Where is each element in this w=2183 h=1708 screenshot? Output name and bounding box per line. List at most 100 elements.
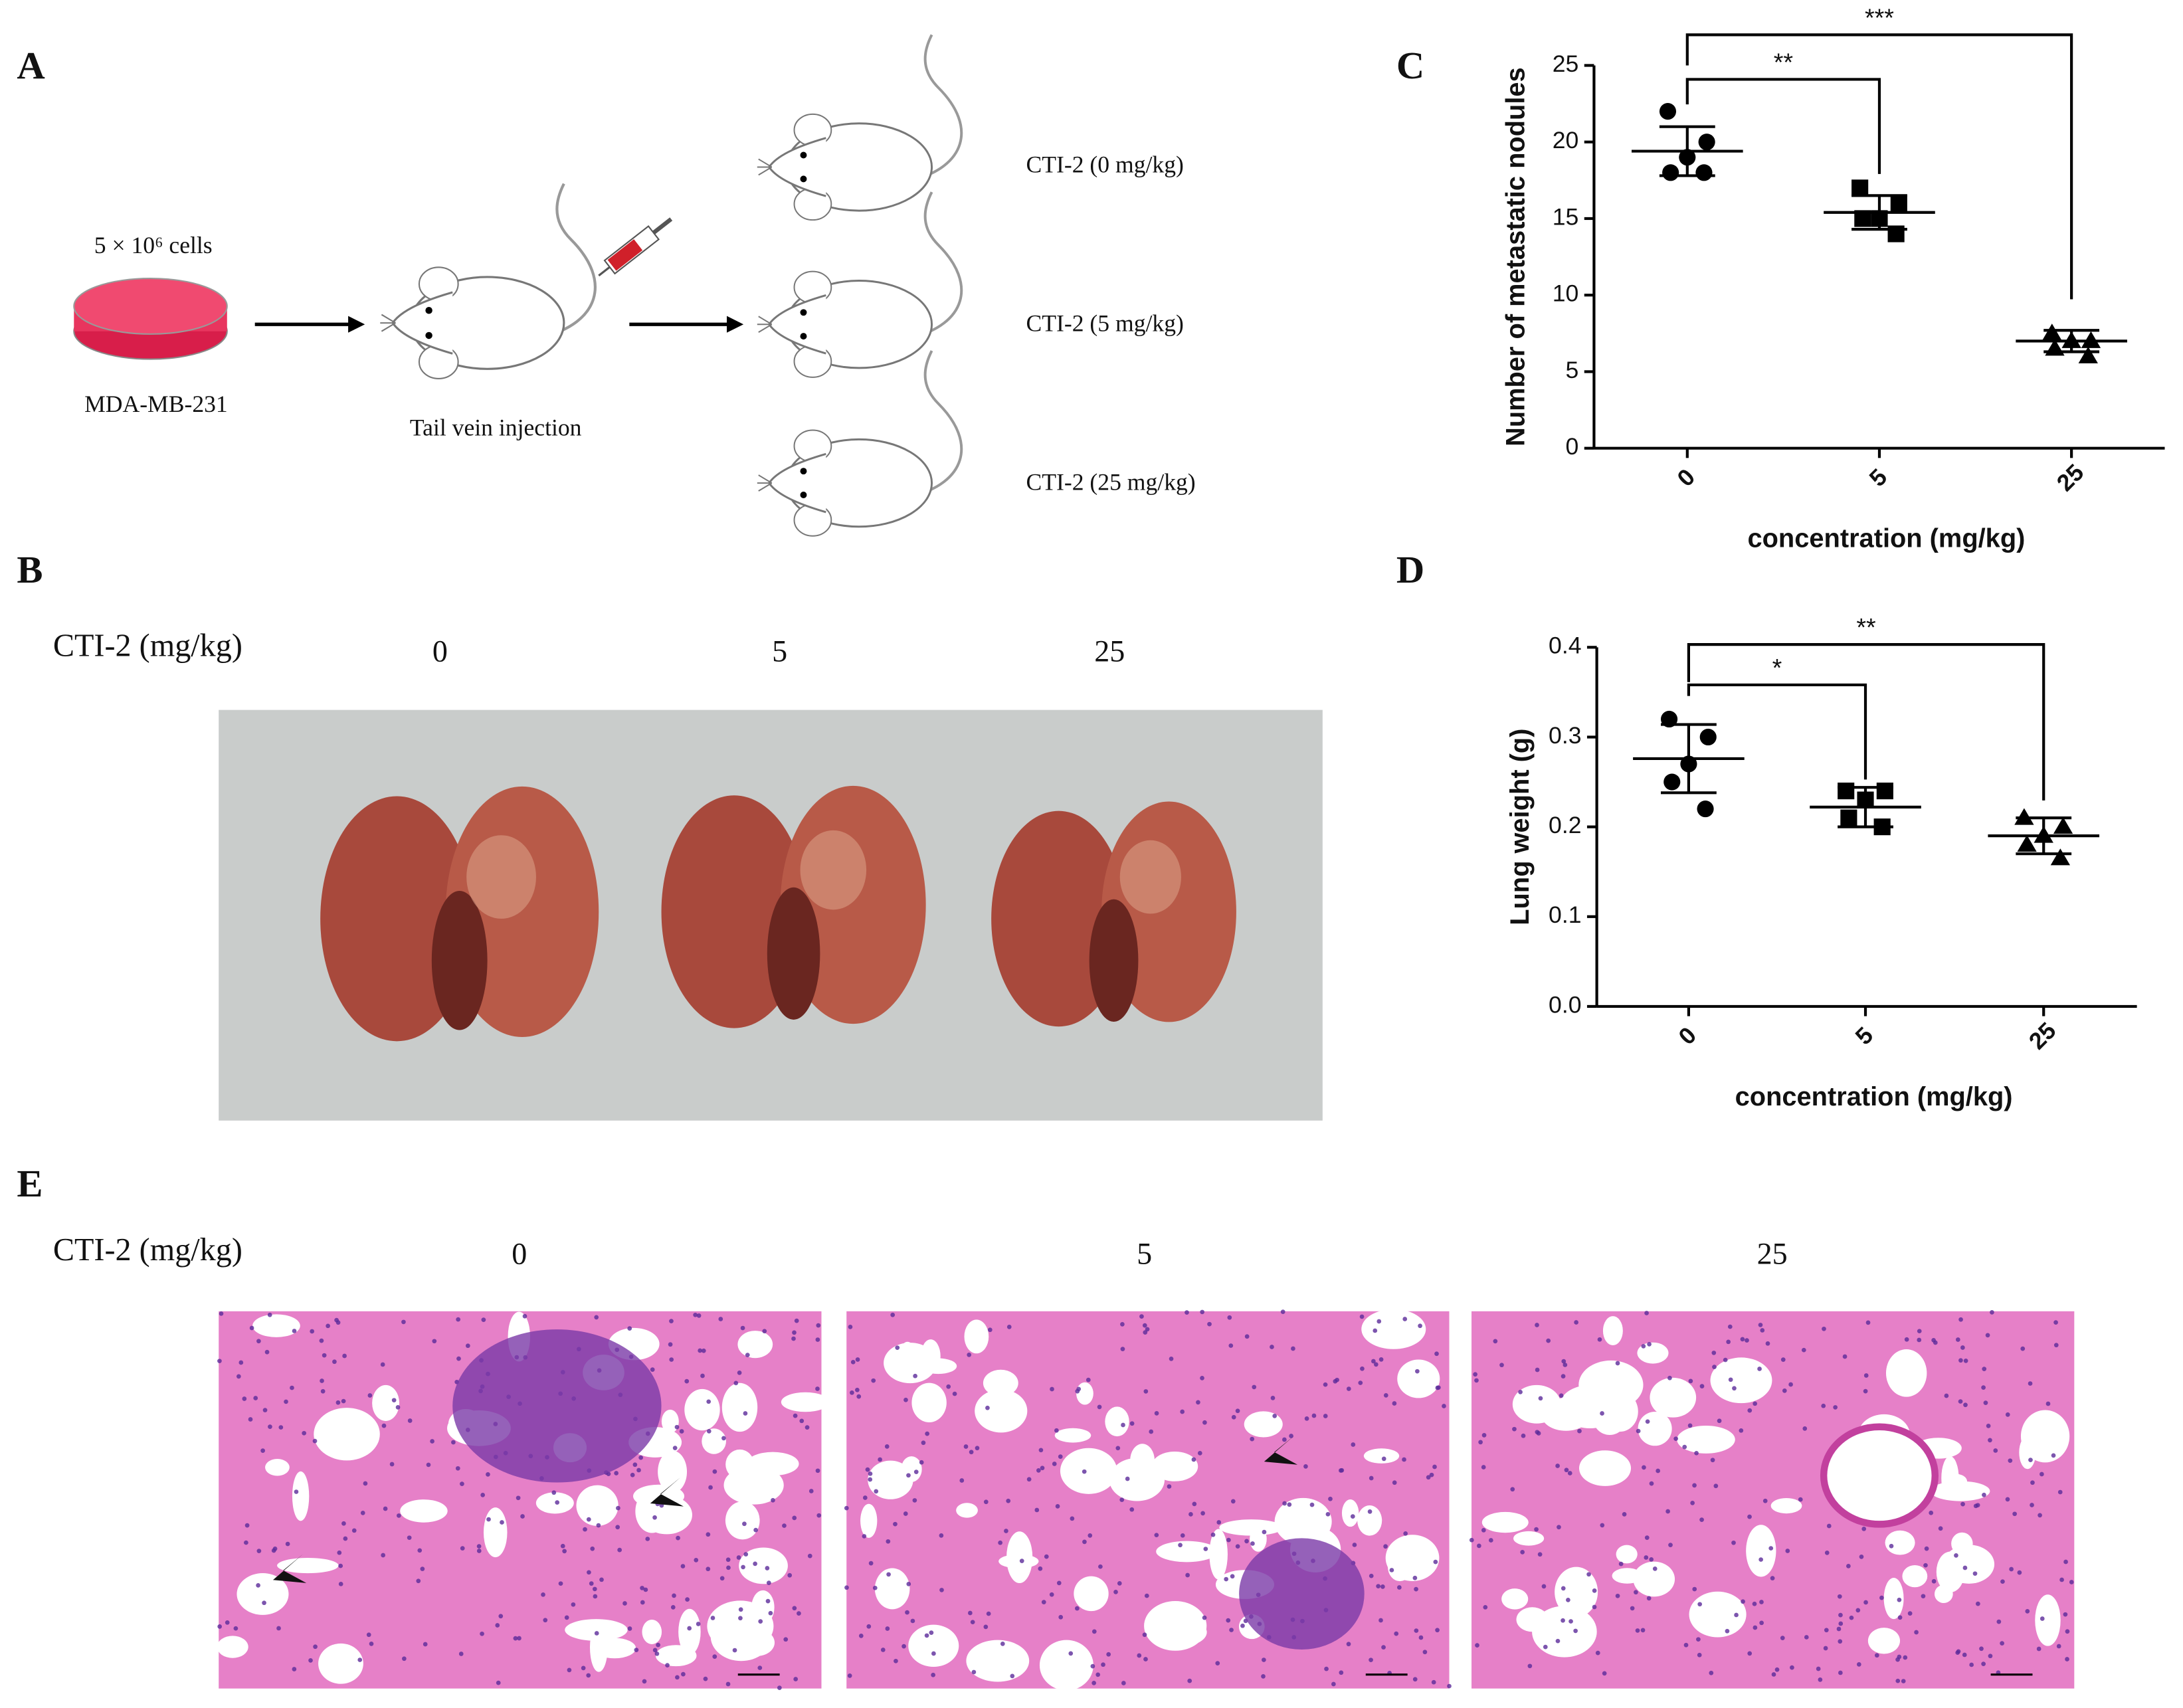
nucleus — [1600, 1411, 1604, 1416]
nucleus — [1352, 1543, 1357, 1547]
nucleus — [872, 1585, 878, 1590]
nucleus — [1759, 1620, 1764, 1626]
nucleus — [696, 1622, 701, 1626]
nucleus — [1442, 1404, 1446, 1408]
nucleus — [268, 1424, 272, 1429]
nucleus — [1082, 1539, 1087, 1545]
nucleus — [1481, 1432, 1487, 1438]
nucleus — [816, 1513, 822, 1518]
significance-bracket — [1687, 643, 2045, 801]
nucleus — [391, 1398, 397, 1403]
nucleus — [1328, 1496, 1333, 1501]
nucleus — [432, 1339, 437, 1344]
mouse-eye — [800, 468, 807, 475]
nucleus — [1559, 1393, 1564, 1398]
nucleus — [939, 1588, 944, 1592]
nucleus — [1577, 1428, 1582, 1434]
nucleus — [925, 1431, 929, 1436]
nucleus — [1863, 1600, 1868, 1605]
nucleus — [868, 1477, 873, 1482]
nucleus — [1986, 1424, 1991, 1428]
nucleus — [910, 1618, 915, 1624]
nucleus — [706, 1399, 712, 1404]
nucleus — [1600, 1523, 1605, 1528]
nucleus — [1289, 1434, 1293, 1438]
nucleus — [1075, 1606, 1080, 1611]
alveolus — [1633, 1561, 1675, 1597]
nucleus — [338, 1581, 343, 1586]
x-axis-label: concentration (mg/kg) — [1748, 524, 2026, 553]
nucleus — [460, 1546, 465, 1551]
nucleus — [2000, 1641, 2004, 1646]
nucleus — [1538, 1396, 1543, 1401]
alveolus — [1555, 1566, 1598, 1618]
alveolus — [1039, 1640, 1093, 1691]
nucleus — [513, 1636, 518, 1641]
nucleus — [636, 1468, 641, 1473]
nucleus — [1731, 1540, 1736, 1545]
nucleus — [264, 1349, 270, 1355]
nucleus — [1652, 1566, 1658, 1571]
nucleus — [718, 1317, 723, 1321]
nucleus — [967, 1610, 973, 1616]
nucleus — [2053, 1320, 2058, 1325]
y-tick-label: 0 — [1566, 433, 1579, 460]
nucleus — [1745, 1338, 1749, 1343]
alveolus — [1951, 1532, 1973, 1555]
cell-line-label: MDA-MB-231 — [84, 391, 228, 417]
nucleus — [1381, 1456, 1386, 1462]
mouse-eye — [425, 332, 432, 339]
nucleus — [700, 1373, 705, 1378]
nucleus — [844, 1585, 849, 1590]
nucleus — [1518, 1390, 1523, 1394]
alveolus — [1592, 1399, 1627, 1436]
nucleus — [1137, 1653, 1142, 1658]
nucleus — [242, 1396, 247, 1401]
y-axis-label: Number of metastatic nodules — [1501, 67, 1531, 446]
alveolus — [1936, 1551, 1965, 1592]
nucleus — [292, 1667, 297, 1671]
nucleus — [1889, 1543, 1894, 1549]
nucleus — [1210, 1532, 1216, 1537]
nucleus — [1846, 1563, 1851, 1568]
nucleus — [1917, 1329, 1922, 1334]
nucleus — [1644, 1535, 1650, 1540]
nucleus — [1790, 1665, 1794, 1670]
error-bar — [1661, 723, 1717, 795]
nucleus — [417, 1548, 423, 1553]
alveolus — [1602, 1316, 1623, 1346]
whiskers — [757, 474, 773, 492]
nucleus — [743, 1552, 749, 1557]
nucleus — [430, 1439, 434, 1444]
nucleus — [1402, 1457, 1406, 1462]
nucleus — [1988, 1654, 1993, 1659]
nucleus — [1203, 1547, 1208, 1551]
nucleus — [1469, 1537, 1474, 1543]
error-bar — [1659, 125, 1715, 177]
nucleus — [2005, 1412, 2010, 1417]
nucleus — [1216, 1520, 1222, 1525]
nucleus — [1838, 1639, 1843, 1644]
nucleus — [1747, 1651, 1753, 1656]
nucleus — [341, 1398, 346, 1404]
nucleus — [738, 1607, 743, 1612]
nucleus — [1252, 1384, 1257, 1390]
nucleus — [1476, 1543, 1481, 1549]
nucleus — [668, 1342, 673, 1347]
nucleus — [1435, 1628, 1440, 1633]
nucleus — [1143, 1330, 1148, 1335]
alveolus — [983, 1369, 1018, 1396]
lung-shadow — [1089, 899, 1139, 1022]
nucleus — [586, 1517, 591, 1522]
nucleus — [1167, 1484, 1172, 1489]
nucleus — [1412, 1575, 1418, 1580]
nucleus — [1622, 1512, 1627, 1517]
x-axis-label: concentration (mg/kg) — [1735, 1082, 2013, 1111]
nucleus — [1673, 1436, 1678, 1442]
nucleus — [1732, 1386, 1737, 1391]
nucleus — [1823, 1646, 1828, 1651]
nucleus — [1068, 1651, 1074, 1656]
nucleus — [1586, 1572, 1591, 1577]
mouse — [380, 183, 597, 379]
nucleus — [1634, 1590, 1638, 1595]
